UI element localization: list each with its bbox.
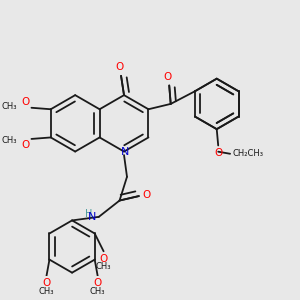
Text: H: H bbox=[85, 209, 92, 220]
Text: CH₃: CH₃ bbox=[1, 136, 16, 145]
Text: O: O bbox=[94, 278, 102, 288]
Text: N: N bbox=[120, 146, 129, 157]
Text: O: O bbox=[22, 97, 30, 107]
Text: CH₃: CH₃ bbox=[39, 287, 54, 296]
Text: O: O bbox=[116, 62, 124, 72]
Text: O: O bbox=[100, 254, 108, 264]
Text: CH₃: CH₃ bbox=[1, 102, 16, 111]
Text: O: O bbox=[214, 148, 222, 158]
Text: CH₃: CH₃ bbox=[90, 287, 105, 296]
Text: CH₃: CH₃ bbox=[96, 262, 111, 271]
Text: O: O bbox=[164, 72, 172, 82]
Text: O: O bbox=[22, 140, 30, 150]
Text: O: O bbox=[42, 278, 51, 288]
Text: CH₂CH₃: CH₂CH₃ bbox=[232, 149, 263, 158]
Text: N: N bbox=[87, 212, 96, 222]
Text: O: O bbox=[142, 190, 151, 200]
